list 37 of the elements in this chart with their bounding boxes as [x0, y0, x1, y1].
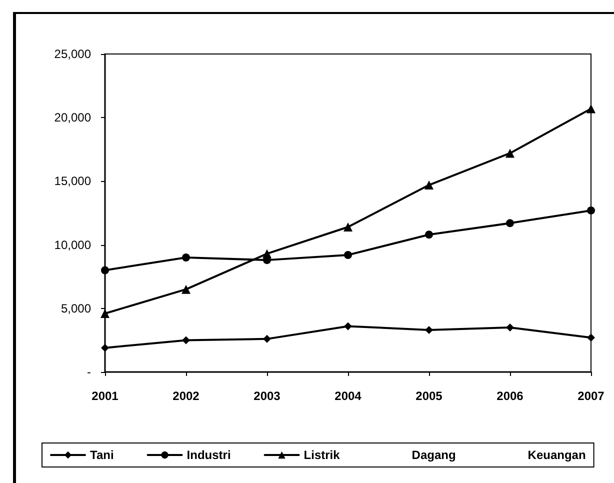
point	[506, 323, 514, 332]
point	[182, 254, 190, 262]
point	[506, 148, 514, 158]
point	[101, 266, 109, 274]
point	[344, 222, 352, 232]
legend-label: Industri	[186, 448, 231, 462]
point	[344, 322, 352, 330]
point	[586, 104, 596, 114]
point	[506, 219, 514, 228]
y-tick-label: 5,000	[60, 301, 92, 316]
x-tick-label: 2007	[578, 389, 605, 403]
y-tick-label: 25,000	[54, 47, 92, 61]
point	[587, 206, 595, 214]
y-tick-label: 20,000	[54, 110, 92, 125]
point	[344, 250, 352, 259]
point	[101, 344, 109, 352]
x-tick-label: 2005	[416, 389, 443, 403]
x-tick-label: 2004	[334, 389, 362, 403]
point	[262, 249, 272, 258]
x-tick-label: 2001	[92, 389, 119, 403]
point	[424, 180, 434, 190]
point	[425, 230, 433, 239]
point	[182, 336, 190, 344]
legend-label: Tani	[90, 448, 114, 462]
point	[263, 334, 271, 343]
x-tick-label: 2002	[172, 389, 200, 403]
legend-label: Listrik	[304, 448, 340, 462]
text: Dagang	[412, 448, 456, 462]
text: Keuangan	[528, 448, 586, 462]
y-tick-label: -	[87, 365, 91, 379]
x-tick-label: 2006	[496, 389, 524, 403]
y-tick-label: 15,000	[54, 174, 92, 188]
y-tick-label: 10,000	[54, 238, 92, 252]
point	[587, 334, 595, 342]
x-tick-label: 2003	[254, 389, 281, 403]
point	[182, 284, 190, 294]
point	[425, 326, 433, 334]
